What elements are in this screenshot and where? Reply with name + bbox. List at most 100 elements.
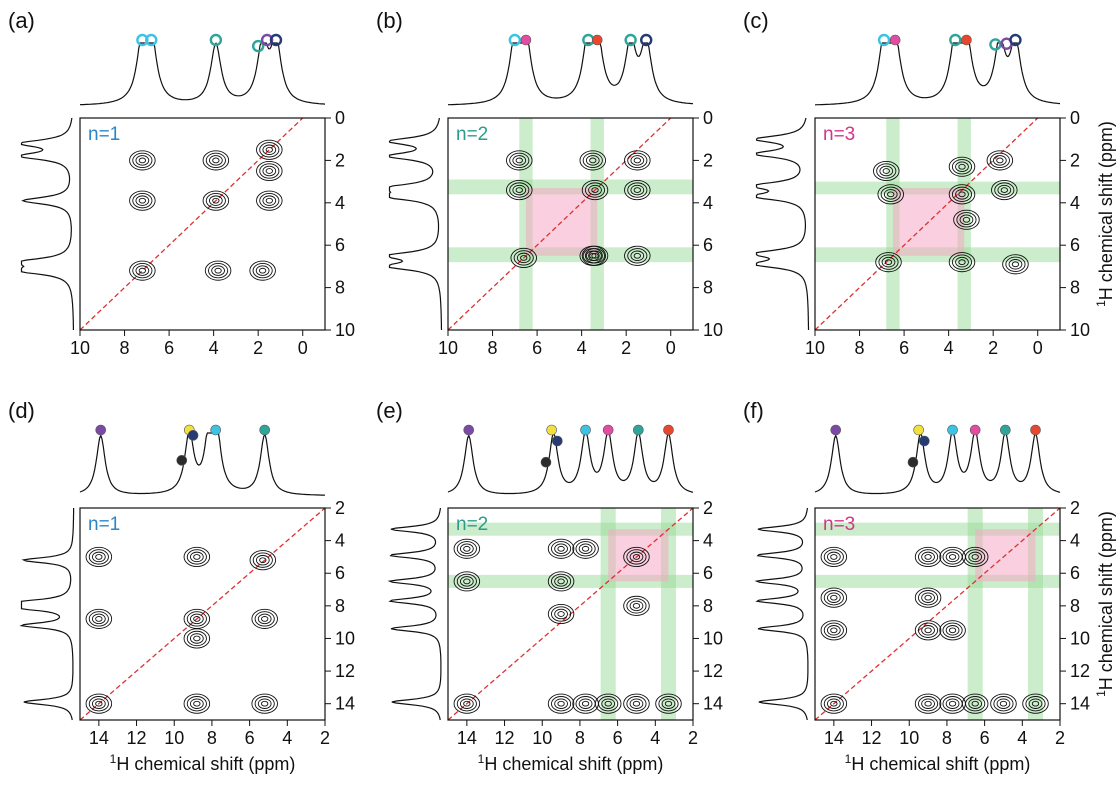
cross-peak <box>961 693 989 714</box>
cross-peak <box>914 620 942 641</box>
contour-ring <box>132 262 153 279</box>
contour-ring <box>626 696 647 712</box>
contour-ring <box>632 700 641 707</box>
contour-ring <box>823 622 844 638</box>
x-tick-label: 6 <box>164 338 174 358</box>
y-tick-label: 12 <box>1070 661 1090 681</box>
contour-ring <box>85 693 113 714</box>
contour-ring <box>1022 693 1049 714</box>
y-tick-label: 10 <box>703 320 723 340</box>
contour-ring <box>515 187 523 193</box>
x-tick-label: 6 <box>245 728 255 748</box>
y-tick-label: 2 <box>703 498 713 518</box>
y-tick-label: 4 <box>335 531 345 551</box>
contour-ring <box>627 182 648 198</box>
y-axis-title-text: H chemical shift (ppm) <box>1096 121 1116 300</box>
contour-ring <box>830 594 838 601</box>
contour-ring <box>939 546 966 567</box>
contour-ring <box>138 197 147 204</box>
top-spectrum <box>814 431 1061 495</box>
assignment-dot-marker <box>913 424 924 436</box>
contour-ring <box>578 543 593 555</box>
assignment-ring-marker <box>640 33 653 47</box>
y-tick-label: 14 <box>335 694 355 714</box>
x-tick-label: 6 <box>980 728 990 748</box>
y-tick-label: 8 <box>1070 278 1080 298</box>
contour-ring <box>993 696 1014 712</box>
contour-ring <box>211 265 225 276</box>
contour-ring <box>820 693 848 714</box>
y-axis-title-superscript: 1 <box>1094 690 1108 697</box>
cross-peak <box>183 608 211 629</box>
contour-ring <box>258 267 267 274</box>
contour-ring <box>132 193 153 209</box>
cross-peak <box>204 260 232 281</box>
cross-peak <box>991 180 1018 201</box>
x-tick-label: 14 <box>824 728 844 748</box>
contour-ring <box>661 698 676 709</box>
contour-ring <box>989 152 1010 169</box>
cross-peak <box>85 608 113 629</box>
assignment-dot-marker <box>633 424 644 436</box>
contour-ring <box>259 193 280 209</box>
contour-ring <box>884 259 893 266</box>
x-tick-label: 12 <box>495 728 515 748</box>
x-axis-title-superscript: 1 <box>845 752 852 766</box>
contour-ring <box>598 696 619 712</box>
cross-peak <box>948 252 976 273</box>
contour-ring <box>512 155 527 166</box>
cross-peak <box>251 608 278 629</box>
assignment-dot-marker <box>830 424 842 436</box>
contour-ring <box>262 144 277 156</box>
assignment-ring-marker <box>145 33 158 47</box>
contour-ring <box>95 700 103 707</box>
assignment-ring-marker <box>209 33 223 47</box>
contour-ring <box>262 195 277 206</box>
contour-ring <box>939 620 966 641</box>
cross-peak <box>873 160 900 182</box>
assignment-dot-marker <box>1000 424 1011 436</box>
contour-ring <box>820 546 848 567</box>
contour-ring <box>823 590 844 606</box>
x-axis-title-text: H chemical shift (ppm) <box>484 754 663 774</box>
contour-ring <box>820 620 848 641</box>
y-tick-label: 10 <box>703 628 723 648</box>
contour-ring <box>459 543 474 555</box>
assignment-dot-marker <box>889 34 901 46</box>
contour-ring <box>882 168 890 174</box>
assignment-ring-marker <box>949 33 962 47</box>
contour-ring <box>924 627 932 634</box>
contour-ring <box>1028 698 1043 709</box>
panel-label: (b) <box>376 8 403 33</box>
y-tick-label: 10 <box>335 628 355 648</box>
panel-label: (a) <box>8 8 35 33</box>
contour-ring <box>1002 254 1029 275</box>
x-tick-label: 10 <box>899 728 919 748</box>
cross-peak <box>914 693 942 714</box>
side-spectrum <box>19 508 75 721</box>
x-tick-label: 10 <box>532 728 552 748</box>
contour-ring <box>961 546 989 567</box>
contour-ring <box>551 606 572 622</box>
plot-frame <box>814 117 1061 331</box>
contour-ring <box>463 578 471 585</box>
contour-ring <box>875 252 902 273</box>
cross-peak <box>914 546 942 567</box>
side-spectrum <box>387 507 442 721</box>
x-tick-label: 8 <box>488 338 498 358</box>
x-tick-label: 14 <box>457 728 477 748</box>
contour-ring <box>996 157 1004 164</box>
cross-peak <box>948 156 976 177</box>
contour-ring <box>990 693 1017 714</box>
contour-ring <box>193 554 201 560</box>
contour-ring <box>826 551 841 563</box>
contour-ring <box>453 538 481 559</box>
y-tick-label: 2 <box>1070 150 1080 170</box>
contour-ring <box>186 630 207 647</box>
side-spectrum <box>388 117 443 330</box>
contour-ring <box>85 608 113 629</box>
contour-ring <box>459 698 474 709</box>
contour-ring <box>257 613 272 625</box>
